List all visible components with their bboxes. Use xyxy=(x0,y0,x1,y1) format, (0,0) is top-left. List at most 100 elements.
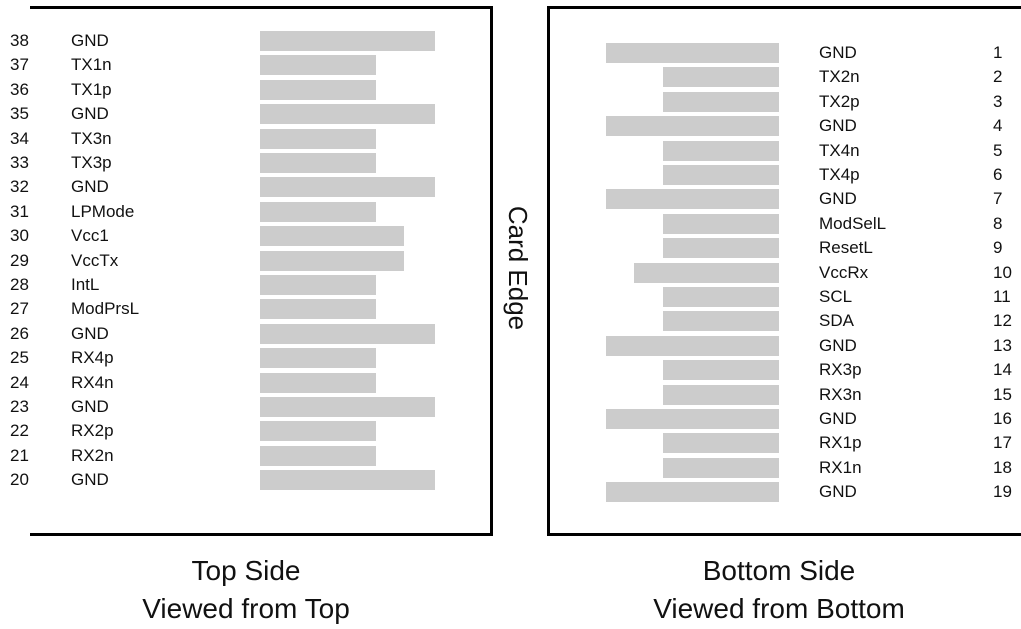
pin-name: GND xyxy=(819,335,857,355)
bottom-side-caption-line2: Viewed from Bottom xyxy=(653,593,905,624)
pin-number: 31 xyxy=(10,201,29,221)
pin-number: 21 xyxy=(10,445,29,465)
contact-pad xyxy=(260,177,435,198)
pin-row-17: 17 RX1p xyxy=(0,431,1021,455)
pin-number: 35 xyxy=(10,104,29,124)
pin-number: 5 xyxy=(993,140,1003,160)
pin-number: 10 xyxy=(993,262,1012,282)
contact-pad xyxy=(260,421,376,442)
contact-pad xyxy=(260,250,404,271)
pin-row-12: 12 SDA xyxy=(0,309,1021,333)
pin-number: 7 xyxy=(993,189,1003,209)
contact-pad xyxy=(663,384,779,405)
pin-number: 1 xyxy=(993,43,1003,62)
contact-pad xyxy=(260,201,376,222)
contact-pad xyxy=(260,397,435,417)
pin-name: TX3n xyxy=(71,128,112,148)
contact-pad xyxy=(260,31,435,51)
contact-pad xyxy=(260,275,376,295)
pin-number: 30 xyxy=(10,226,29,246)
contact-pad xyxy=(260,128,376,149)
pin-name: GND xyxy=(819,409,857,428)
pin-name: ModSelL xyxy=(819,213,887,233)
pin-number: 27 xyxy=(10,299,29,319)
pin-name: GND xyxy=(71,470,109,490)
pin-row-37: 37 TX1n xyxy=(0,53,1021,77)
pin-name: RX3n xyxy=(819,384,862,404)
pin-row-11: 11 SCL xyxy=(0,285,1021,309)
pin-name: VccTx xyxy=(71,250,119,270)
pin-number: 11 xyxy=(993,287,1011,306)
pin-name: ResetL xyxy=(819,238,873,258)
pin-row-36: 36 TX1p xyxy=(0,78,1021,102)
pin-row-20: 20 GND xyxy=(0,468,1021,492)
pin-row-6: 6 TX4p xyxy=(0,163,1021,187)
pin-number: 17 xyxy=(993,433,1012,453)
pin-row-26: 26 GND xyxy=(0,322,1021,346)
pin-row-10: 10 VccRx xyxy=(0,261,1021,285)
pin-row-28: 28 IntL xyxy=(0,273,1021,297)
contact-pad xyxy=(606,116,779,137)
pin-row-25: 25 RX4p xyxy=(0,346,1021,370)
pin-number: 37 xyxy=(10,55,29,75)
pin-row-32: 32 GND xyxy=(0,175,1021,199)
contact-pad xyxy=(663,433,779,454)
pin-row-13: 13 GND xyxy=(0,334,1021,358)
pin-row-23: 23 GND xyxy=(0,395,1021,419)
bottom-side-caption-line1: Bottom Side xyxy=(702,555,856,586)
pin-number: 28 xyxy=(10,275,29,294)
pin-number: 9 xyxy=(993,238,1003,258)
contact-pad xyxy=(663,165,779,185)
bottom-side-panel xyxy=(547,6,1021,536)
pin-name: TX3p xyxy=(71,153,112,172)
pin-row-35: 35 GND xyxy=(0,102,1021,126)
pin-row-19: 19 GND xyxy=(0,480,1021,504)
pin-name: RX4p xyxy=(71,348,114,368)
pin-row-8: 8 ModSelL xyxy=(0,212,1021,236)
pin-name: GND xyxy=(71,31,109,50)
contact-pad xyxy=(663,457,779,478)
pin-name: GND xyxy=(71,323,109,343)
pin-row-7: 7 GND xyxy=(0,187,1021,211)
pin-number: 14 xyxy=(993,360,1012,380)
pin-row-9: 9 ResetL xyxy=(0,236,1021,260)
pin-name: GND xyxy=(819,482,857,502)
pin-row-15: 15 RX3n xyxy=(0,383,1021,407)
contact-pad xyxy=(260,153,376,173)
pin-number: 3 xyxy=(993,91,1003,111)
pin-number: 38 xyxy=(10,31,29,50)
contact-pad xyxy=(260,470,435,491)
pin-name: ModPrsL xyxy=(71,299,140,319)
pin-number: 36 xyxy=(10,79,29,99)
pin-number: 15 xyxy=(993,384,1012,404)
pin-number: 22 xyxy=(10,421,29,441)
pin-name: Vcc1 xyxy=(71,226,109,246)
pin-number: 4 xyxy=(993,116,1003,136)
contact-pad xyxy=(634,262,779,283)
pin-name: VccRx xyxy=(819,262,869,282)
pin-row-18: 18 RX1n xyxy=(0,456,1021,480)
contact-pad xyxy=(260,104,435,125)
top-side-panel xyxy=(30,6,493,536)
pin-number: 24 xyxy=(10,372,29,392)
contact-pad xyxy=(606,335,779,356)
pin-name: GND xyxy=(71,177,109,197)
contact-pad xyxy=(260,372,376,393)
pin-name: TX2p xyxy=(819,91,860,111)
pin-name: TX4p xyxy=(819,165,860,184)
pin-row-30: 30 Vcc1 xyxy=(0,224,1021,248)
contact-pad xyxy=(663,238,779,259)
pin-number: 23 xyxy=(10,397,29,416)
pin-number: 33 xyxy=(10,153,29,172)
pin-row-14: 14 RX3p xyxy=(0,358,1021,382)
pin-name: RX4n xyxy=(71,372,114,392)
contact-pad xyxy=(663,311,779,332)
pin-row-34: 34 TX3n xyxy=(0,127,1021,151)
pin-name: GND xyxy=(819,116,857,136)
contact-pad xyxy=(260,299,376,320)
pin-name: GND xyxy=(71,397,109,416)
pin-row-33: 33 TX3p xyxy=(0,151,1021,175)
contact-pad xyxy=(606,482,779,503)
contact-pad xyxy=(606,43,779,63)
pin-name: GND xyxy=(819,189,857,209)
